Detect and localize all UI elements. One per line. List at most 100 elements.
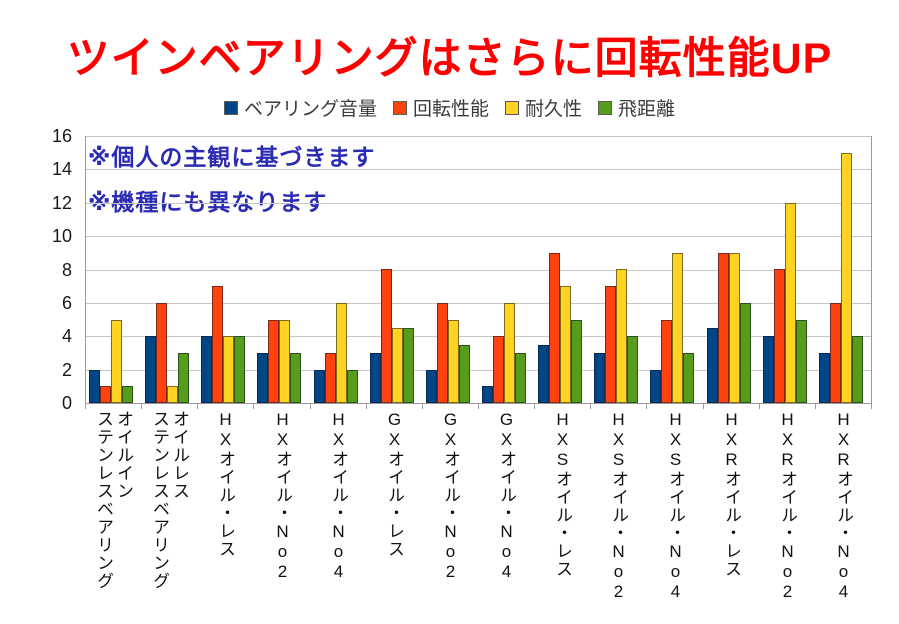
bar-回転性能 xyxy=(212,286,223,403)
legend-item-flight-distance: 飛距離 xyxy=(598,94,675,121)
y-axis-tick-label: 6 xyxy=(61,293,72,313)
bar-飛距離 xyxy=(459,345,470,403)
gridline xyxy=(85,136,871,137)
x-axis-line xyxy=(85,403,872,404)
bar-回転性能 xyxy=(605,286,616,403)
bar-耐久性 xyxy=(560,286,571,403)
bar-耐久性 xyxy=(729,253,740,403)
bar-耐久性 xyxy=(672,253,683,403)
x-axis-tick xyxy=(871,404,872,409)
bar-飛距離 xyxy=(852,336,863,403)
bar-飛距離 xyxy=(290,353,301,403)
y-axis-tick-label: 4 xyxy=(61,326,72,346)
x-axis-tick xyxy=(197,404,198,409)
bar-ベアリング音量 xyxy=(482,386,493,403)
legend-item-rotation-performance: 回転性能 xyxy=(392,94,489,121)
bar-耐久性 xyxy=(785,203,796,403)
bar-回転性能 xyxy=(830,303,841,403)
gridline xyxy=(85,203,871,204)
legend-label: 耐久性 xyxy=(525,99,583,120)
x-axis-tick xyxy=(703,404,704,409)
bar-耐久性 xyxy=(223,336,234,403)
category-label: HXSオイル・No4 xyxy=(666,410,685,602)
legend-color-chip xyxy=(598,100,613,115)
y-axis-tick-label: 12 xyxy=(51,193,72,213)
category-label: HXRオイル・No2 xyxy=(778,410,797,602)
x-axis-tick xyxy=(590,404,591,409)
bar-回転性能 xyxy=(381,269,392,403)
y-axis-tick-label: 0 xyxy=(61,393,72,413)
note-subjective: ※個人の主観に基づきます xyxy=(88,137,384,173)
bar-ベアリング音量 xyxy=(763,336,774,403)
gridline xyxy=(85,236,871,237)
bar-回転性能 xyxy=(774,269,785,403)
bar-耐久性 xyxy=(841,153,852,403)
bar-飛距離 xyxy=(796,320,807,403)
bar-ベアリング音量 xyxy=(201,336,212,403)
bar-耐久性 xyxy=(392,328,403,403)
bar-回転性能 xyxy=(437,303,448,403)
bar-ベアリング音量 xyxy=(819,353,830,403)
bar-飛距離 xyxy=(740,303,751,403)
bar-回転性能 xyxy=(493,336,504,403)
category-label: HXSオイル・レス xyxy=(553,410,572,578)
category-label: GXオイル・No2 xyxy=(441,410,460,582)
bar-ベアリング音量 xyxy=(538,345,549,403)
category-label: GXオイル・レス xyxy=(385,410,404,558)
category-label: HXオイル・No4 xyxy=(329,410,348,582)
x-axis-tick xyxy=(759,404,760,409)
bar-飛距離 xyxy=(515,353,526,403)
bar-耐久性 xyxy=(167,386,178,403)
y-axis-tick-label: 16 xyxy=(51,126,72,146)
gridline xyxy=(85,303,871,304)
gridline xyxy=(85,270,871,271)
x-axis-tick xyxy=(141,404,142,409)
category-label: HXオイル・レス xyxy=(216,410,235,558)
bar-回転性能 xyxy=(268,320,279,403)
bar-ベアリング音量 xyxy=(89,370,100,403)
x-axis-tick xyxy=(310,404,311,409)
chart-title: ツインベアリングはさらに回転性能UP xyxy=(66,35,833,83)
bar-飛距離 xyxy=(122,386,133,403)
bar-飛距離 xyxy=(683,353,694,403)
bar-耐久性 xyxy=(336,303,347,403)
category-label: オイルレス ステンレスベアリング xyxy=(150,410,189,590)
category-label: オイルイン ステンレスベアリング xyxy=(94,410,133,590)
x-axis-tick xyxy=(366,404,367,409)
category-label: HXオイル・No2 xyxy=(273,410,292,582)
y-axis-tick-label: 8 xyxy=(61,260,72,280)
x-axis-tick xyxy=(646,404,647,409)
bar-飛距離 xyxy=(627,336,638,403)
y-axis-tick-label: 10 xyxy=(51,226,72,246)
bar-ベアリング音量 xyxy=(594,353,605,403)
legend-label: 回転性能 xyxy=(412,99,489,120)
bar-ベアリング音量 xyxy=(257,353,268,403)
legend-color-chip xyxy=(505,100,519,115)
bar-耐久性 xyxy=(616,269,627,403)
gridline xyxy=(85,336,871,337)
bar-耐久性 xyxy=(111,320,122,403)
bar-耐久性 xyxy=(504,303,515,403)
x-axis-tick xyxy=(422,404,423,409)
category-label: HXRオイル・No4 xyxy=(834,410,853,602)
bar-回転性能 xyxy=(156,303,167,403)
bar-ベアリング音量 xyxy=(314,370,325,403)
bar-ベアリング音量 xyxy=(650,370,661,403)
bar-ベアリング音量 xyxy=(370,353,381,403)
gridline xyxy=(85,370,871,371)
x-axis-tick xyxy=(534,404,535,409)
bar-ベアリング音量 xyxy=(426,370,437,403)
legend-item-durability: 耐久性 xyxy=(505,94,582,121)
category-label: HXRオイル・レス xyxy=(722,410,741,578)
gridline xyxy=(85,169,871,170)
legend-label: 飛距離 xyxy=(618,99,676,120)
legend-color-chip xyxy=(223,100,238,115)
note-model-dependent: ※機種にも異なります xyxy=(88,182,336,218)
plot-right-border xyxy=(871,136,872,404)
bar-回転性能 xyxy=(718,253,729,403)
y-axis-tick-label: 14 xyxy=(51,159,72,179)
bar-耐久性 xyxy=(448,320,459,403)
bar-ベアリング音量 xyxy=(145,336,156,403)
